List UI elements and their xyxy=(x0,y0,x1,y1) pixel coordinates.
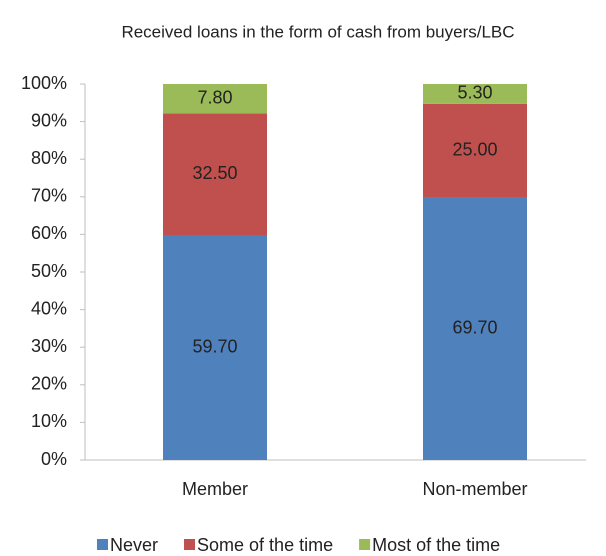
bar-segment xyxy=(163,113,267,236)
legend-label: Never xyxy=(110,535,158,555)
value-label: 7.80 xyxy=(197,87,232,107)
bar-segment xyxy=(423,197,527,461)
x-tick-label: Member xyxy=(182,479,248,499)
y-tick-label: 0% xyxy=(41,449,67,469)
value-label: 59.70 xyxy=(192,337,237,357)
x-tick-label: Non-member xyxy=(422,479,527,499)
bar-segment xyxy=(163,235,267,460)
chart-title: Received loans in the form of cash from … xyxy=(121,22,514,41)
value-label: 25.00 xyxy=(452,140,497,160)
y-tick-label: 100% xyxy=(21,73,67,93)
bar-segment xyxy=(423,84,527,104)
y-tick-label: 90% xyxy=(31,110,67,130)
value-label: 5.30 xyxy=(457,83,492,103)
y-tick-label: 10% xyxy=(31,411,67,431)
bar-segment xyxy=(163,84,267,114)
legend-swatch xyxy=(184,539,196,550)
legend-swatch xyxy=(97,539,108,550)
bar-segment xyxy=(423,103,527,198)
legend-label: Some of the time xyxy=(197,535,333,555)
legend-label: Most of the time xyxy=(372,535,500,555)
legend-swatch xyxy=(359,539,371,550)
y-tick-label: 50% xyxy=(31,261,67,281)
y-tick-label: 70% xyxy=(31,186,67,206)
y-tick-label: 20% xyxy=(31,374,67,394)
y-tick-label: 40% xyxy=(31,298,67,318)
y-tick-label: 60% xyxy=(31,223,67,243)
value-label: 32.50 xyxy=(192,163,237,183)
value-label: 69.70 xyxy=(452,318,497,338)
y-tick-label: 30% xyxy=(31,336,67,356)
y-tick-label: 80% xyxy=(31,148,67,168)
